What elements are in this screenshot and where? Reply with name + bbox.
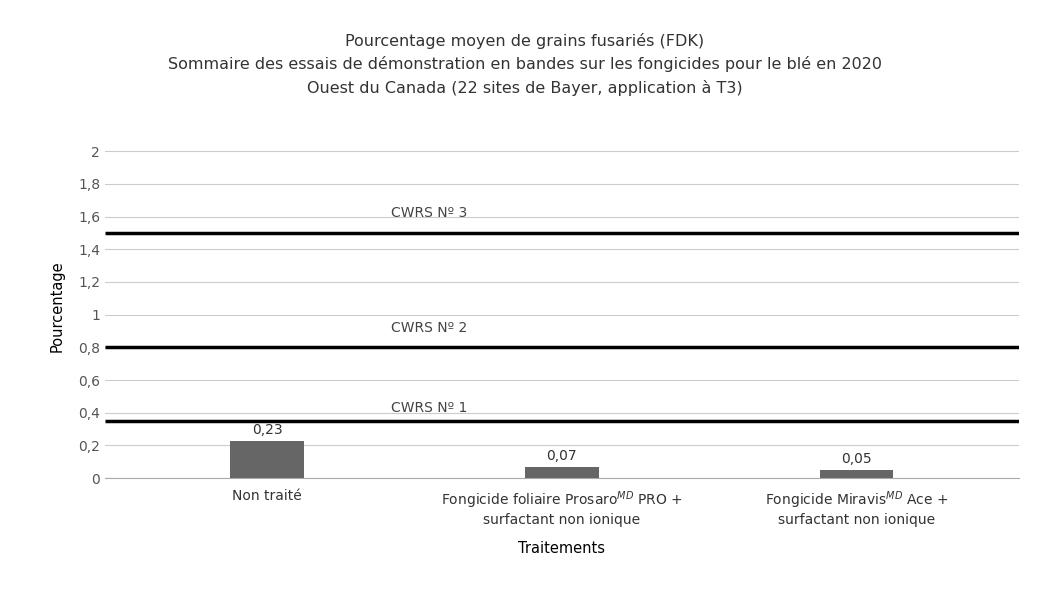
Text: CWRS Nº 1: CWRS Nº 1 [391, 401, 467, 415]
Text: 0,05: 0,05 [841, 452, 872, 466]
Text: 0,23: 0,23 [252, 423, 282, 437]
Bar [525, 466, 598, 478]
X-axis label: Traitements: Traitements [519, 541, 605, 556]
Text: CWRS Nº 2: CWRS Nº 2 [391, 321, 467, 335]
Text: CWRS Nº 3: CWRS Nº 3 [391, 207, 467, 220]
Y-axis label: Pourcentage: Pourcentage [49, 261, 64, 352]
Text: Pourcentage moyen de grains fusariés (FDK)
Sommaire des essais de démonstration : Pourcentage moyen de grains fusariés (FD… [168, 32, 882, 96]
Text: 0,07: 0,07 [546, 449, 578, 463]
Bar [230, 441, 303, 478]
Bar [820, 470, 894, 478]
